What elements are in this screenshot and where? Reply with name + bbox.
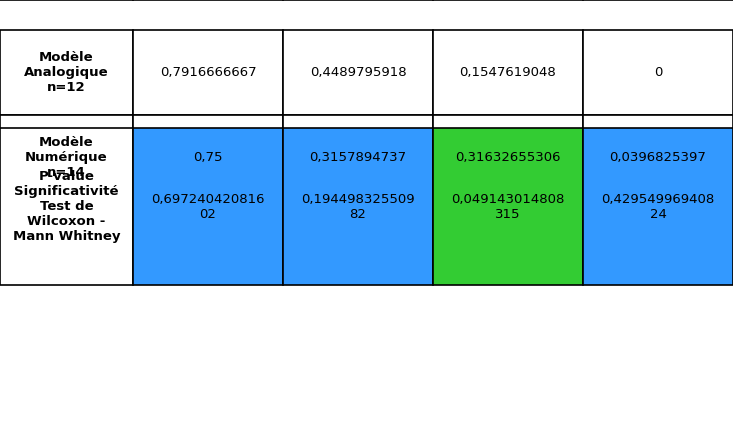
Text: Modèle
Analogique
n=12: Modèle Analogique n=12	[24, 51, 108, 94]
Text: 0,4489795918: 0,4489795918	[309, 66, 406, 79]
Text: 0,429549969408
24: 0,429549969408 24	[601, 193, 715, 221]
Bar	[583, 128, 733, 285]
Bar	[133, 30, 283, 115]
Bar	[133, 115, 283, 200]
Text: 0,194498325509
82: 0,194498325509 82	[301, 193, 415, 221]
Text: 0,0396825397: 0,0396825397	[610, 151, 707, 164]
Bar	[0, 30, 133, 115]
Text: 0,1547619048: 0,1547619048	[460, 66, 556, 79]
Bar	[283, 115, 433, 200]
Bar	[133, 128, 283, 285]
Text: 0,3157894737: 0,3157894737	[309, 151, 407, 164]
Text: 0,75: 0,75	[194, 151, 223, 164]
Text: Modèle
Numérique
n=14: Modèle Numérique n=14	[25, 136, 108, 179]
Text: P-value
Significativité
Test de
Wilcoxon -
Mann Whitney: P-value Significativité Test de Wilcoxon…	[12, 170, 120, 243]
Bar	[283, 30, 433, 115]
Bar	[583, 115, 733, 200]
Bar	[433, 115, 583, 200]
Bar	[0, 128, 133, 285]
Text: 0,31632655306: 0,31632655306	[455, 151, 561, 164]
Bar	[583, 30, 733, 115]
Text: 0,697240420816
02: 0,697240420816 02	[151, 193, 265, 221]
Bar	[283, 128, 433, 285]
Text: 0: 0	[654, 66, 662, 79]
Bar	[0, 115, 133, 200]
Text: 0,049143014808
315: 0,049143014808 315	[452, 193, 564, 221]
Bar	[433, 30, 583, 115]
Text: 0,7916666667: 0,7916666667	[160, 66, 257, 79]
Bar	[433, 128, 583, 285]
